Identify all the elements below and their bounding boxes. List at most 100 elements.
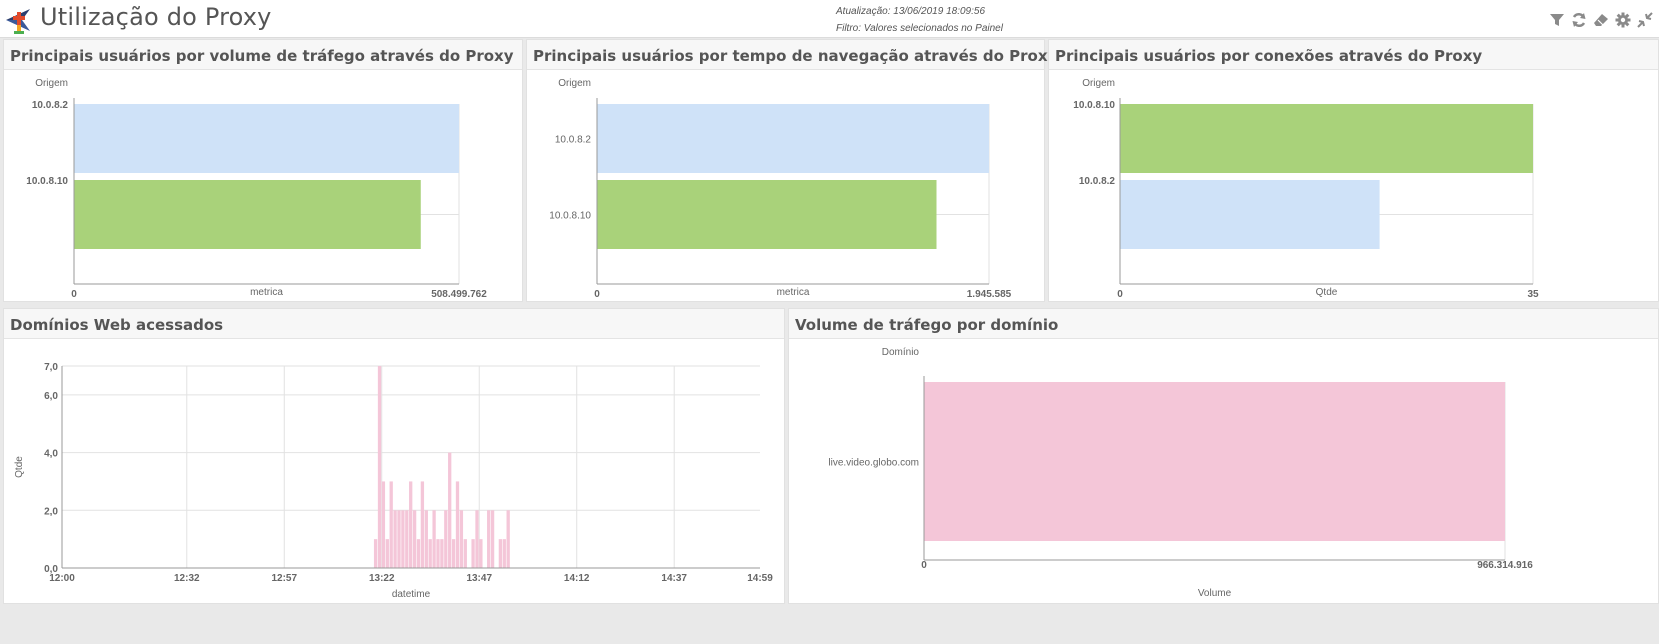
y-tick-label: 10.0.8.10	[26, 176, 68, 187]
bar	[420, 481, 425, 568]
y-axis-label: Origem	[1082, 78, 1115, 89]
bar	[436, 539, 440, 568]
panel-header: Domínios Web acessados	[4, 309, 784, 339]
panel-header: Volume de tráfego por domínio	[789, 309, 1658, 339]
x-tick-label: 508.499.762	[431, 289, 487, 300]
x-tick-label: 0	[594, 289, 600, 300]
bar	[444, 510, 448, 568]
bar	[74, 104, 459, 173]
x-tick-label: 0	[921, 560, 927, 571]
y-tick-label: 10.0.8.10	[1073, 100, 1115, 111]
panel-traffic-by-domain: Volume de tráfego por domínio live.video…	[788, 308, 1659, 604]
y-tick-label: 10.0.8.2	[1079, 176, 1116, 187]
bar	[487, 510, 491, 568]
x-tick-label: 13:47	[466, 573, 492, 584]
y-axis-label: Domínio	[882, 347, 920, 358]
bar	[397, 510, 401, 568]
y-tick-label: live.video.globo.com	[828, 458, 919, 469]
bar	[448, 452, 452, 568]
web-domains-time-chart: 0,0 2,0 4,0 6,0 7,0 12:00 12:32 12:57 13:22 13:47…	[14, 362, 773, 600]
y-tick-label: 10.0.8.10	[549, 211, 591, 222]
y-axis-label: Origem	[558, 78, 591, 89]
bar	[428, 539, 432, 568]
bar	[405, 510, 409, 568]
bar	[401, 510, 405, 568]
bar	[1120, 180, 1380, 249]
x-tick-label: 13:22	[369, 573, 395, 584]
bar	[490, 510, 495, 568]
traffic-by-domain-chart: live.video.globo.com 0 966.314.916 Domínio V…	[828, 347, 1533, 599]
bar	[455, 481, 460, 568]
bar	[479, 539, 483, 568]
x-tick-label: 1.945.585	[967, 289, 1012, 300]
x-axis-label: Volume	[1198, 588, 1232, 599]
y-tick-label: 0,0	[44, 564, 58, 575]
bar	[498, 539, 503, 568]
collapse-icon[interactable]	[1637, 12, 1653, 28]
filter-icon[interactable]	[1549, 12, 1565, 28]
bar	[377, 366, 382, 568]
x-tick-label: 12:32	[174, 573, 200, 584]
x-axis-label: metrica	[777, 287, 810, 298]
y-tick-label: 6,0	[44, 391, 58, 402]
x-axis-label: Qtde	[1316, 287, 1338, 298]
panel-title: Volume de tráfego por domínio	[795, 316, 1059, 334]
panel-header: Principais usuários por conexões através…	[1049, 40, 1658, 70]
bar	[440, 539, 444, 568]
browsing-time-by-user-chart: 10.0.8.2 10.0.8.10 0 1.945.585 Origem metrica	[549, 78, 1012, 300]
bar	[475, 510, 479, 568]
eraser-icon[interactable]	[1593, 12, 1609, 28]
x-tick-label: 0	[1117, 289, 1123, 300]
panel-header: Principais usuários por tempo de navegaç…	[527, 40, 1057, 70]
y-tick-label: 10.0.8.2	[555, 135, 592, 146]
connections-by-user-chart: 10.0.8.10 10.0.8.2 0 35 Origem Qtde	[1073, 78, 1539, 300]
panel-browsing-time-by-user: Principais usuários por tempo de navegaç…	[526, 39, 1057, 302]
bar	[924, 382, 1505, 541]
gear-icon[interactable]	[1615, 12, 1631, 28]
bar	[393, 510, 397, 568]
bar	[597, 104, 989, 173]
volume-by-user-chart: 10.0.8.2 10.0.8.10 0 508.499.762 Origem metri…	[26, 78, 487, 300]
x-tick-label: 0	[71, 289, 77, 300]
bar	[451, 539, 456, 568]
panel-title: Principais usuários por tempo de navegaç…	[533, 47, 1058, 65]
y-axis-label: Qtde	[14, 456, 25, 478]
bar	[373, 539, 378, 568]
panel-title: Domínios Web acessados	[10, 316, 224, 334]
toolbar	[1541, 12, 1659, 28]
x-tick-label: 12:00	[49, 573, 75, 584]
bar	[471, 539, 475, 568]
panel-header: Principais usuários por volume de tráfeg…	[4, 40, 522, 70]
bar	[1120, 104, 1533, 173]
bar	[409, 481, 413, 568]
bar	[506, 510, 510, 568]
last-update-text: Atualização: 13/06/2019 18:09:56	[836, 6, 986, 17]
y-tick-label: 10.0.8.2	[32, 100, 69, 111]
page-title: Utilização do Proxy	[40, 3, 272, 31]
bar	[381, 481, 386, 568]
y-axis-label: Origem	[35, 78, 68, 89]
x-axis-label: metrica	[250, 287, 283, 298]
bar	[463, 539, 467, 568]
x-tick-label: 14:37	[661, 573, 687, 584]
filter-text: Filtro: Valores selecionados no Painel	[836, 23, 1003, 34]
panel-connections-by-user: Principais usuários por conexões através…	[1048, 39, 1659, 302]
bar	[424, 510, 428, 568]
bar	[412, 510, 417, 568]
x-tick-label: 14:59	[747, 573, 773, 584]
y-tick-label: 7,0	[44, 362, 58, 373]
bar	[385, 539, 389, 568]
panel-web-domains-accessed: Domínios Web acessados 0,0 2,0 4,0 6,0 7,0 12…	[3, 308, 785, 604]
x-axis-label: datetime	[392, 589, 431, 600]
bar	[389, 481, 393, 568]
bar	[432, 510, 436, 568]
y-tick-label: 2,0	[44, 506, 58, 517]
bar	[74, 180, 421, 249]
x-tick-label: 12:57	[271, 573, 297, 584]
panel-traffic-volume-by-user: Principais usuários por volume de tráfeg…	[3, 39, 523, 302]
app-logo-icon	[6, 9, 30, 34]
bar	[459, 510, 464, 568]
y-tick-label: 4,0	[44, 449, 58, 460]
refresh-icon[interactable]	[1571, 12, 1587, 28]
